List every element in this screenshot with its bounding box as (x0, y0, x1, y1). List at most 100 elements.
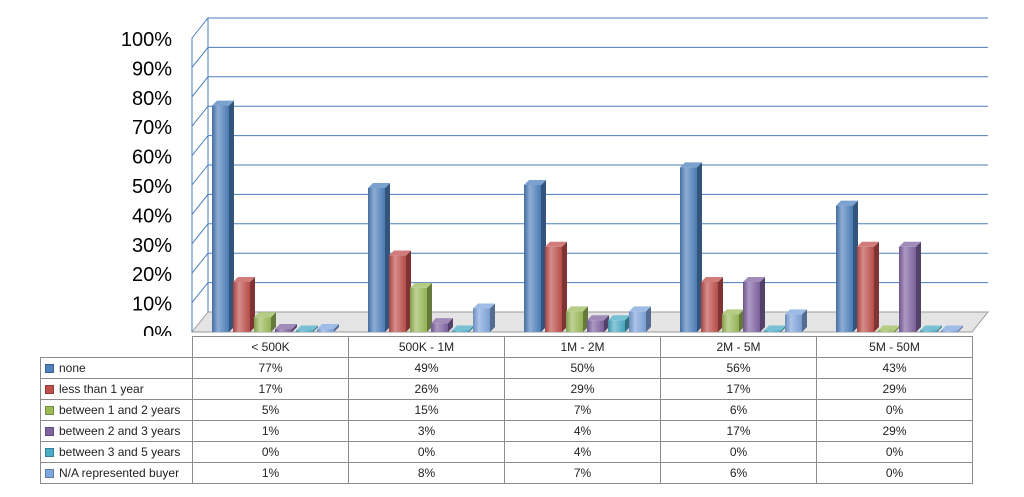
bar-front (566, 311, 583, 332)
bar-side (469, 325, 474, 332)
data-label: 29% (504, 378, 661, 400)
bar (254, 312, 276, 332)
data-label: 1% (192, 420, 349, 442)
data-label: 4% (504, 441, 661, 463)
legend-key (45, 364, 54, 374)
bar-top (431, 318, 453, 324)
y-tick-label: 10% (132, 294, 172, 316)
bar (920, 325, 942, 332)
bar-front (587, 320, 604, 332)
bar-side (853, 200, 858, 332)
bar-front (701, 282, 718, 332)
data-label: 50% (504, 357, 661, 379)
data-label: 49% (348, 357, 505, 379)
bar-top (275, 324, 297, 330)
bar (545, 241, 567, 332)
bar (473, 303, 495, 332)
bar-top (701, 277, 723, 283)
bar-side (958, 325, 963, 332)
bar-front (785, 314, 802, 332)
bar-top (410, 282, 432, 288)
bar (389, 250, 411, 332)
bar-side (250, 277, 255, 332)
bar-side (448, 318, 453, 332)
y-axis: 0% 10% 20% 30% 40% 50% 60% 70% 80% 90% 100% (121, 18, 209, 336)
bar (857, 241, 879, 332)
bar-side (916, 241, 921, 332)
data-label: 8% (348, 462, 505, 484)
bar-top (296, 325, 318, 331)
table-row: between 1 and 2 years 5% 15% 7% 6% 0% (40, 399, 973, 421)
bar-top (785, 309, 807, 315)
bar (317, 324, 339, 332)
bar-front (473, 308, 490, 332)
bar (785, 309, 807, 332)
legend-entry: less than 1 year (40, 378, 193, 400)
y-tick-label: 60% (132, 147, 172, 169)
data-label: 77% (192, 357, 349, 379)
bar (524, 180, 546, 332)
table-corner (40, 336, 193, 358)
bar (452, 325, 474, 332)
legend-entry: between 3 and 5 years (40, 441, 193, 463)
legend-label: less than 1 year (59, 382, 144, 396)
bar-side (385, 182, 390, 332)
table-row: between 2 and 3 years 1% 3% 4% 17% 29% (40, 420, 973, 442)
data-label: 43% (816, 357, 973, 379)
data-label: 0% (192, 441, 349, 463)
bar-side (937, 325, 942, 332)
bar-side (646, 306, 651, 332)
bar-top (764, 325, 786, 331)
bar (743, 277, 765, 332)
bar-front (857, 246, 874, 332)
x-category-label: 2M - 5M (660, 336, 817, 358)
bar-top (857, 241, 879, 247)
bar-top (545, 241, 567, 247)
data-label: 15% (348, 399, 505, 421)
bar-front (524, 185, 541, 332)
y-tick-label: 100% (121, 29, 172, 51)
bar-front (233, 282, 250, 332)
bar-side (406, 250, 411, 332)
bar-front (878, 330, 895, 332)
bar-top (722, 309, 744, 315)
bar-front (545, 246, 562, 332)
data-label: 7% (504, 399, 661, 421)
bar-front (920, 330, 937, 332)
bar-front (629, 311, 646, 332)
bar (722, 309, 744, 332)
bar-side (781, 325, 786, 332)
bar-side (739, 309, 744, 332)
bar (296, 325, 318, 332)
bar-top (452, 325, 474, 331)
data-label: 0% (348, 441, 505, 463)
bar-side (229, 100, 234, 333)
data-table: < 500K 500K - 1M 1M - 2M 2M - 5M 5M - 50M no… (40, 336, 973, 484)
bar-top (836, 200, 858, 206)
data-label: 0% (816, 441, 973, 463)
data-label: 7% (504, 462, 661, 484)
bar-top (629, 306, 651, 312)
bar-front (368, 187, 385, 332)
bar-side (427, 282, 432, 332)
legend-entry: N/A represented buyer (40, 462, 193, 484)
bar-top (941, 325, 963, 331)
data-label: 5% (192, 399, 349, 421)
bar (899, 241, 921, 332)
bar-side (802, 309, 807, 332)
bar-top (389, 250, 411, 256)
x-category-label: 1M - 2M (504, 336, 661, 358)
bar (764, 325, 786, 332)
bar-top (212, 100, 234, 106)
bar-side (271, 312, 276, 332)
table-row: none 77% 49% 50% 56% 43% (40, 357, 973, 379)
bar-side (562, 241, 567, 332)
bar-top (368, 182, 390, 188)
bar-top (743, 277, 765, 283)
legend-key (45, 469, 54, 479)
bar (566, 306, 588, 332)
legend-key (45, 406, 54, 416)
bar-top (899, 241, 921, 247)
bar-front (680, 167, 697, 332)
data-label: 3% (348, 420, 505, 442)
